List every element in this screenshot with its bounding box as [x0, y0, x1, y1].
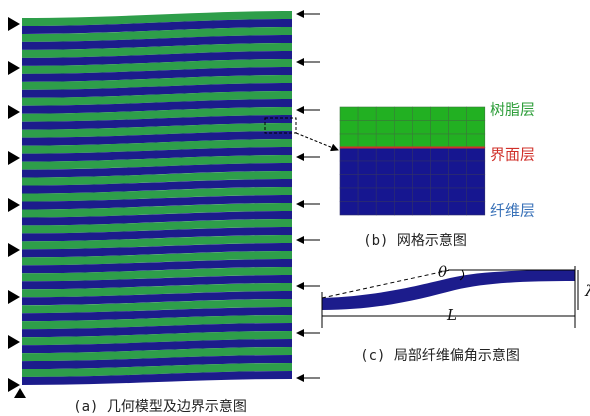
mesh-cell [358, 188, 376, 202]
mesh-cell [449, 134, 467, 148]
mesh-cell [467, 161, 485, 175]
support [8, 378, 20, 392]
support [8, 198, 20, 212]
mesh-cell [340, 161, 358, 175]
mesh-cell [412, 202, 430, 216]
mesh-cell [376, 188, 394, 202]
mesh-cell [412, 175, 430, 189]
support [8, 151, 20, 165]
mesh-cell [394, 148, 412, 162]
mesh-cell [412, 107, 430, 121]
support [8, 61, 20, 75]
mesh-cell [394, 202, 412, 216]
mesh-cell [358, 107, 376, 121]
support [8, 105, 20, 119]
mesh-cell [431, 134, 449, 148]
mesh-cell [376, 202, 394, 216]
mesh-cell [431, 161, 449, 175]
mesh-cell [340, 107, 358, 121]
mesh-cell [412, 148, 430, 162]
mesh-cell [449, 121, 467, 135]
length: L [446, 306, 457, 324]
loads [297, 14, 320, 378]
mesh-cell [376, 121, 394, 135]
support [8, 17, 20, 31]
caption-c: (c) 局部纤维偏角示意图 [360, 347, 520, 364]
mesh-cell [412, 134, 430, 148]
support [8, 243, 20, 257]
support [8, 290, 20, 304]
mesh-cell [412, 121, 430, 135]
interface-label: 界面层 [490, 146, 535, 164]
mesh-cell [431, 107, 449, 121]
support-pin [14, 388, 26, 398]
mesh-cell [358, 148, 376, 162]
mesh-cell [467, 121, 485, 135]
caption-b: (b) 网格示意图 [363, 232, 467, 249]
mesh-cell [376, 175, 394, 189]
resin-label: 树脂层 [490, 101, 535, 119]
mesh-cell [376, 161, 394, 175]
mesh-cell [449, 188, 467, 202]
mesh-cell [376, 148, 394, 162]
mesh-cell [449, 107, 467, 121]
mesh-cell [394, 134, 412, 148]
mesh-cell [431, 148, 449, 162]
mesh-cell [358, 175, 376, 189]
mesh-cell [449, 161, 467, 175]
mesh-cell [358, 121, 376, 135]
support [8, 335, 20, 349]
mesh-cell [467, 134, 485, 148]
mesh-cell [449, 202, 467, 216]
caption-a: (a) 几何模型及边界示意图 [73, 398, 247, 415]
mesh-cell [412, 161, 430, 175]
mesh-cell [358, 161, 376, 175]
mesh-cell [340, 134, 358, 148]
mesh-cell [394, 188, 412, 202]
mesh-cell [394, 121, 412, 135]
laminate [22, 11, 292, 385]
mesh-cell [340, 188, 358, 202]
mesh-cell [431, 121, 449, 135]
mesh-cell [376, 134, 394, 148]
mesh-cell [358, 202, 376, 216]
mesh-cell [358, 134, 376, 148]
lambda: λ [584, 282, 590, 300]
mesh-cell [394, 175, 412, 189]
mesh-cell [340, 175, 358, 189]
mesh-cell [340, 148, 358, 162]
mesh-cell [467, 148, 485, 162]
mesh [340, 107, 485, 215]
zoom-arrow [296, 133, 338, 150]
mesh-cell [467, 188, 485, 202]
mesh-cell [394, 161, 412, 175]
mesh-cell [394, 107, 412, 121]
mesh-cell [449, 148, 467, 162]
mesh-cell [431, 188, 449, 202]
mesh-cell [412, 188, 430, 202]
page: 树脂层 界面层 纤维层 (b) 网格示意图 θ λ L (c) 局部纤维偏角示意… [0, 0, 590, 416]
mesh-cell [467, 175, 485, 189]
fiber-label: 纤维层 [490, 202, 535, 220]
mesh-cell [431, 202, 449, 216]
mesh-cell [449, 175, 467, 189]
figure: 树脂层 界面层 纤维层 (b) 网格示意图 θ λ L (c) 局部纤维偏角示意… [0, 0, 590, 416]
mesh-cell [340, 202, 358, 216]
mesh-cell [467, 202, 485, 216]
mesh-cell [340, 121, 358, 135]
theta: θ [438, 263, 447, 281]
mesh-cell [467, 107, 485, 121]
supports [8, 17, 20, 392]
mesh-cell [431, 175, 449, 189]
mesh-cell [376, 107, 394, 121]
